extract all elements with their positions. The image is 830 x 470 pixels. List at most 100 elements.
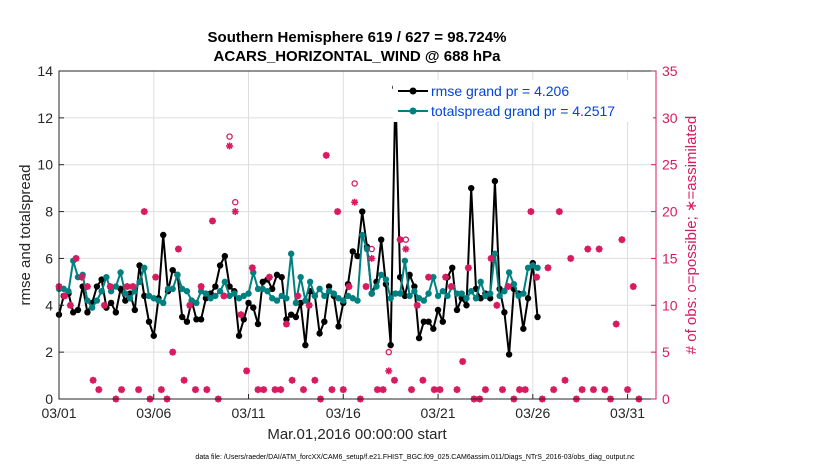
rmse-marker [420, 318, 428, 325]
rmse-marker [98, 276, 105, 283]
rmse-marker [221, 252, 229, 260]
obs-assimilated-marker [589, 386, 597, 394]
obs-assimilated-marker [464, 264, 472, 272]
obs-assimilated-marker [243, 367, 251, 375]
rmse-marker [401, 292, 409, 300]
obs-assimilated-marker [89, 376, 97, 384]
rmse-marker [524, 295, 532, 302]
totalspread-marker [316, 285, 323, 293]
obs-assimilated-marker [106, 283, 114, 291]
obs-assimilated-marker [493, 301, 501, 309]
obs-assimilated-marker [379, 386, 387, 394]
y-left-tick-label: 10 [37, 157, 53, 173]
obs-assimilated-stroke [300, 386, 307, 393]
totalspread-marker [387, 295, 394, 302]
rmse-marker [240, 316, 247, 323]
totalspread-marker [311, 292, 319, 300]
y-left-tick-label: 8 [45, 204, 53, 220]
obs-assimilated-stroke [192, 386, 199, 393]
y-left-tick-label: 14 [37, 63, 53, 79]
obs-assimilated-stroke [584, 245, 591, 253]
rmse-marker [491, 177, 499, 185]
rmse-marker [387, 341, 394, 349]
obs-assimilated-stroke [533, 274, 540, 281]
totalspread-marker [444, 292, 451, 300]
obs-assimilated-marker [226, 142, 234, 150]
rmse-marker [449, 264, 456, 271]
y-right-tick-label: 5 [662, 344, 670, 360]
obs-assimilated-stroke [345, 283, 353, 290]
obs-assimilated-marker [277, 386, 285, 394]
obs-assimilated-marker [209, 217, 217, 225]
obs-assimilated-marker [555, 208, 563, 216]
totalspread-marker [221, 278, 229, 286]
totalspread-marker [212, 292, 219, 300]
obs-assimilated-marker [72, 254, 80, 262]
obs-assimilated-marker [328, 386, 336, 394]
totalspread-marker [335, 295, 342, 302]
obs-assimilated-marker [260, 386, 268, 394]
totalspread-marker [254, 285, 262, 293]
obs-assimilated-stroke [158, 386, 165, 393]
obs-assimilated-stroke [351, 199, 358, 206]
totalspread-marker [434, 292, 442, 300]
obs-assimilated-stroke [482, 386, 489, 393]
obs-assimilated-stroke [283, 320, 290, 328]
obs-assimilated-stroke [67, 302, 74, 309]
x-tick-label: 03/31 [610, 405, 645, 421]
obs-assimilated-marker [140, 208, 148, 216]
totalspread-marker [401, 257, 409, 264]
obs-assimilated-marker [408, 386, 416, 394]
rmse-marker [178, 313, 186, 321]
rmse-marker [477, 295, 484, 302]
totalspread-marker [534, 264, 541, 271]
obs-assimilated-stroke [323, 152, 330, 159]
rmse-marker [131, 306, 139, 314]
totalspread-marker [325, 288, 333, 295]
obs-assimilated-stroke [90, 377, 97, 384]
obs-assimilated-stroke [488, 255, 495, 262]
obs-assimilated-marker [487, 254, 495, 262]
obs-assimilated-marker [442, 273, 450, 281]
obs-assimilated-stroke [601, 386, 608, 393]
totalspread-marker [396, 290, 404, 297]
y-axis-left-label: rmse and totalspread [17, 165, 34, 306]
totalspread-marker [529, 262, 537, 269]
obs-assimilated-marker [385, 367, 393, 375]
totalspread-marker [273, 297, 281, 304]
rmse-marker [406, 271, 413, 279]
obs-assimilated-stroke [118, 386, 125, 393]
totalspread-marker [193, 299, 200, 307]
legend-totalspread-label: totalspread grand pr = 4.2517 [431, 103, 615, 119]
obs-assimilated-stroke [550, 386, 557, 393]
obs-assimilated-marker [345, 283, 353, 291]
rmse-marker [122, 297, 129, 304]
legend-rmse-label: rmse grand pr = 4.206 [431, 83, 569, 99]
x-tick-label: 03/16 [326, 405, 361, 421]
obs-assimilated-stroke [465, 264, 472, 271]
obs-assimilated-marker [299, 386, 307, 394]
obs-assimilated-stroke [101, 302, 108, 309]
obs-assimilated-stroke [289, 377, 296, 384]
totalspread-marker [103, 273, 110, 281]
totalspread-marker [216, 288, 224, 295]
axes: 03/01 03/06 03/11 03/16 03/21 03/26 03/31 0 2 4 6 8… [37, 63, 677, 421]
obs-assimilated-marker [584, 245, 592, 253]
totalspread-marker [183, 288, 191, 295]
obs-assimilated-stroke [425, 274, 432, 281]
rmse-marker [117, 285, 124, 293]
obs-assimilated-marker [311, 376, 319, 384]
totalspread-marker [164, 285, 172, 293]
obs-assimilated-marker [186, 301, 194, 309]
rmse-marker [486, 295, 494, 302]
obs-assimilated-marker [504, 283, 512, 291]
totalspread-marker [486, 290, 494, 297]
obs-assimilated-marker [362, 283, 370, 291]
obs-assimilated-marker [459, 358, 467, 366]
totalspread-marker [126, 295, 134, 302]
chart-title-line2: ACARS_HORIZONTAL_WIND @ 688 hPa [214, 48, 502, 65]
y-right-tick-label: 15 [662, 250, 678, 266]
rmse-marker [501, 309, 508, 316]
rmse-marker [207, 290, 214, 297]
x-tick-label: 03/06 [136, 405, 171, 421]
